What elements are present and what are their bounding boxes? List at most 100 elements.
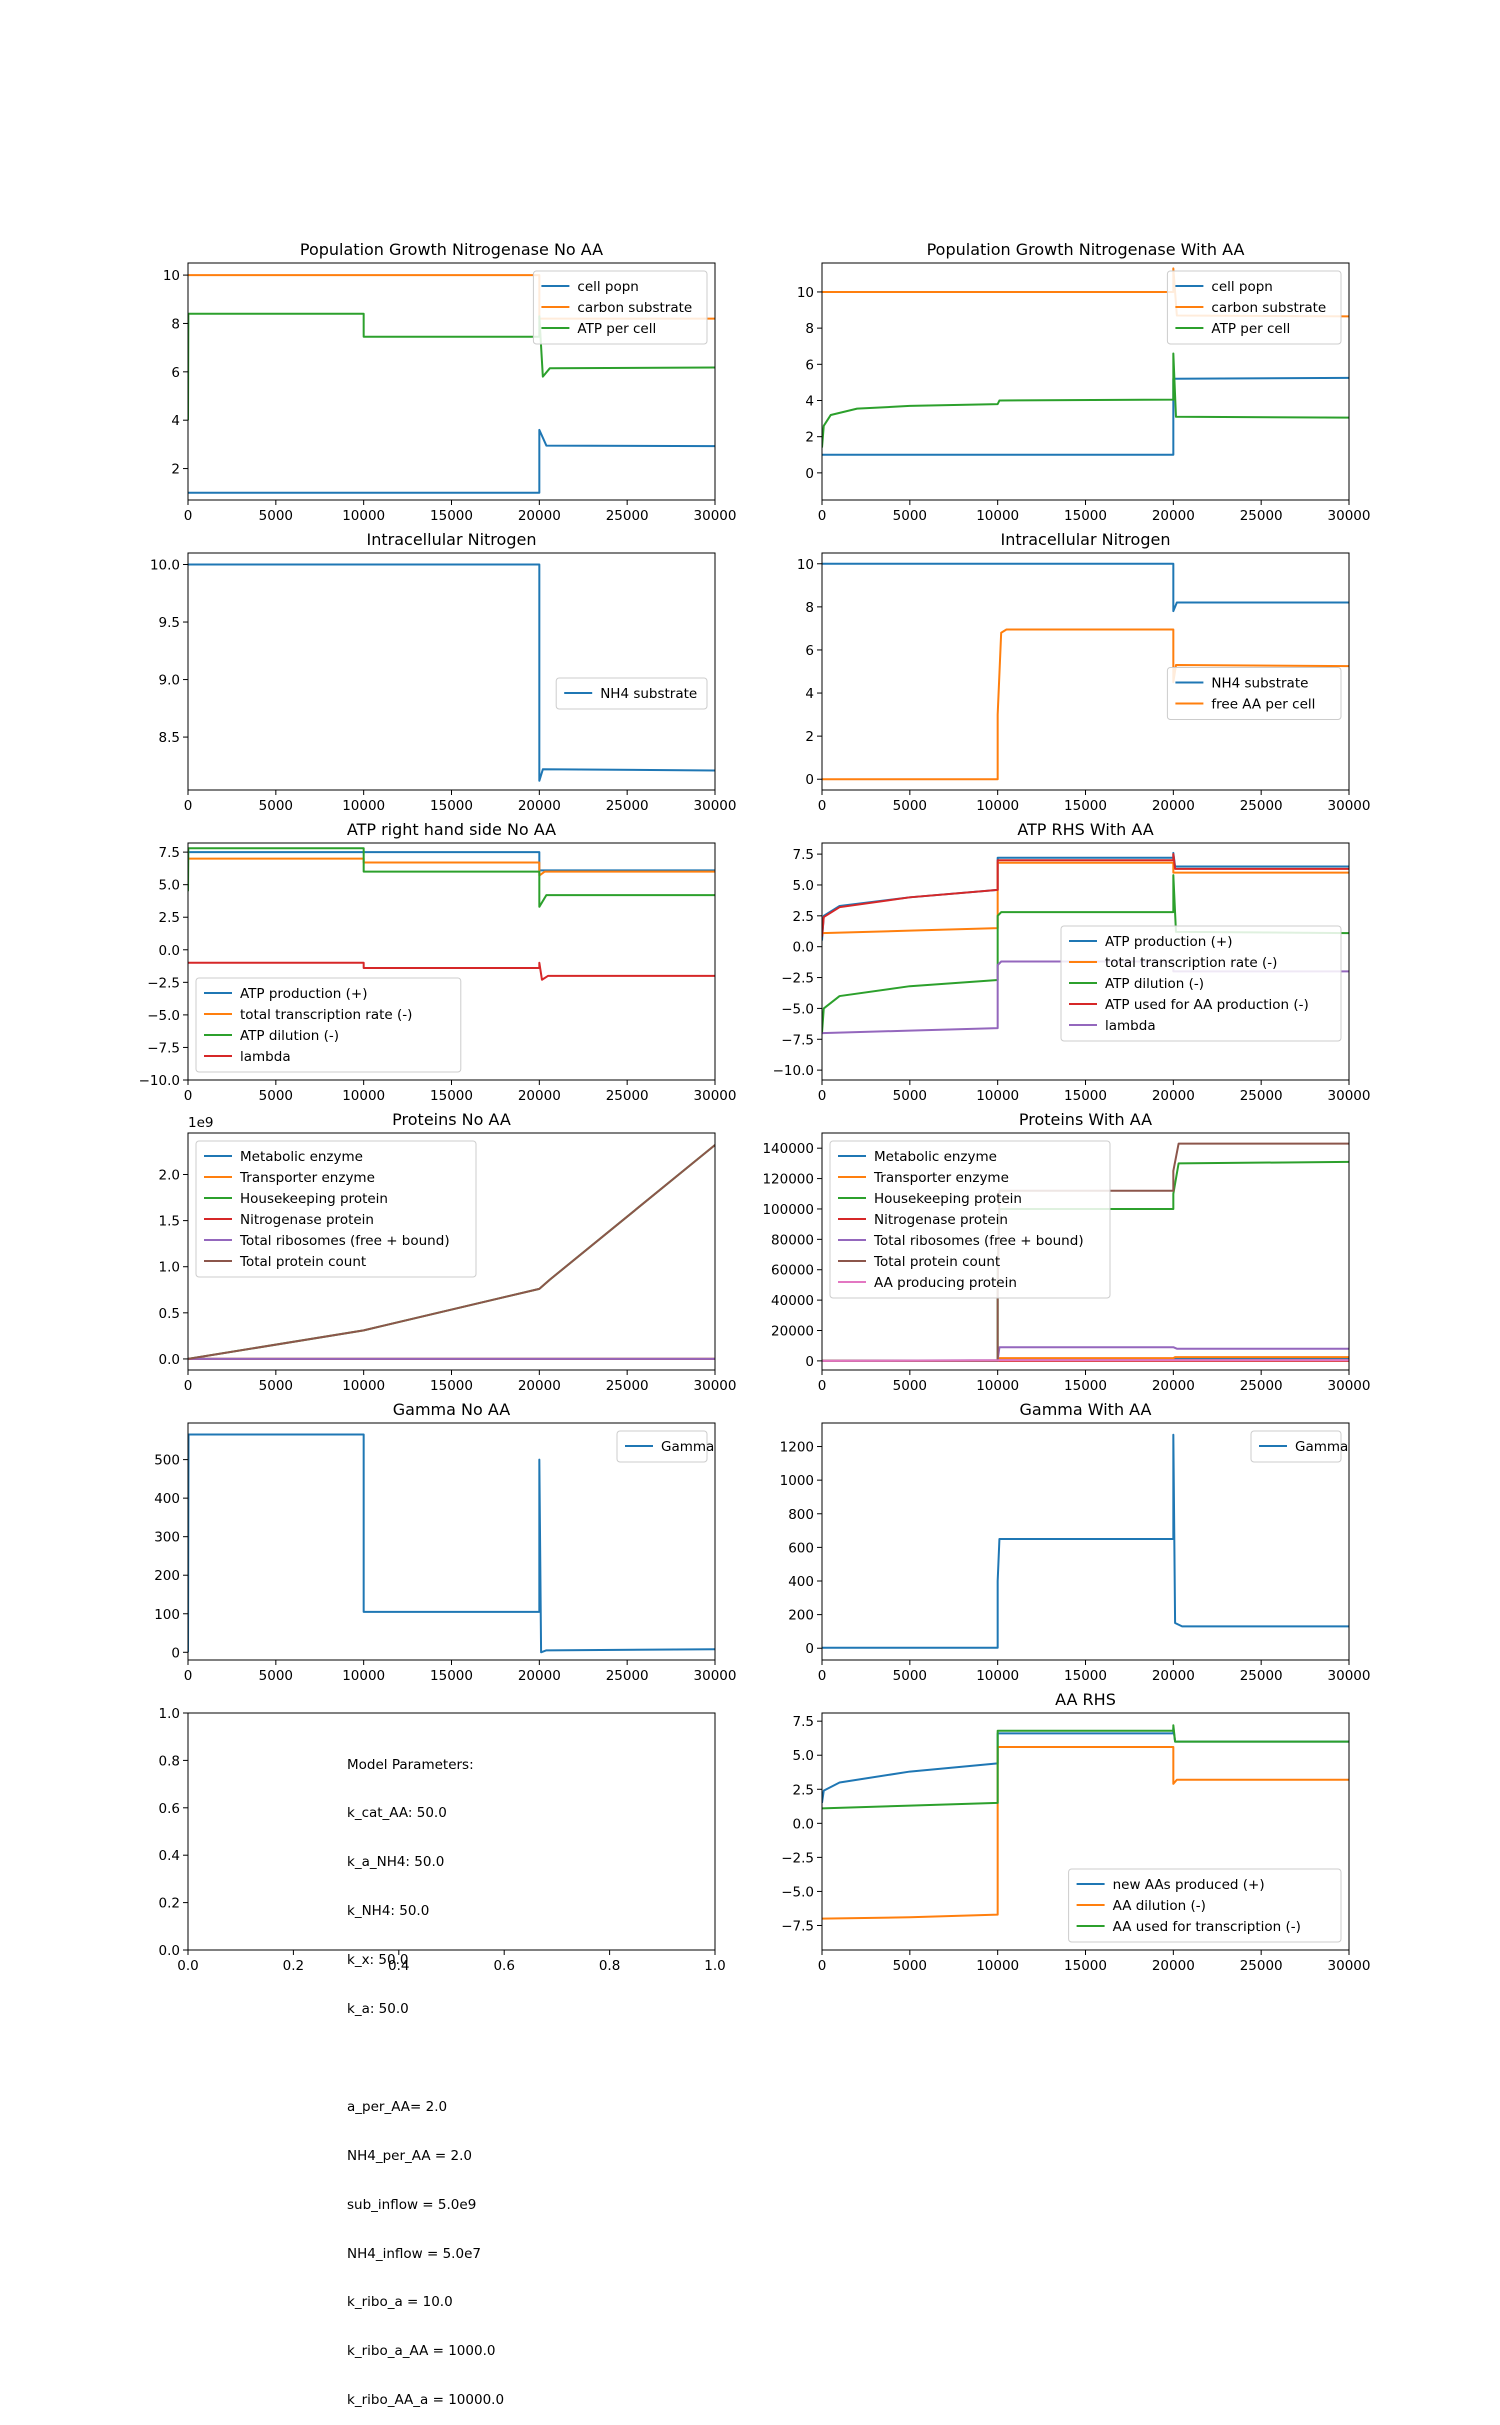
chart-panel: 0 5000 10000 15000 20000 25000 30000 2 4 6 8 10 Popu…	[163, 240, 737, 524]
x-tick-label: 15000	[430, 798, 473, 814]
y-tick-label: 1200	[780, 1440, 814, 1456]
legend-label: ATP production (+)	[240, 986, 368, 1002]
chart-panel: 0 5000 10000 15000 20000 25000 30000 0 200 400 600…	[780, 1400, 1371, 1684]
legend-box	[616, 1430, 708, 1463]
legend-box	[195, 1140, 477, 1278]
x-tick-label: 25000	[606, 1378, 649, 1394]
legend-label: Nitrogenase protein	[240, 1212, 374, 1228]
chart-panel: 0 5000 10000 15000 20000 25000 30000 0 2 4 6 8 10 Pop…	[797, 240, 1371, 524]
chart-panel: 0 5000 10000 15000 20000 25000 30000 0.0 0.5 1.0 1…	[159, 1110, 737, 1394]
y-tick-label: −10.0	[773, 1063, 814, 1079]
x-tick-label: 10000	[342, 1668, 385, 1684]
x-tick-label: 20000	[1152, 798, 1195, 814]
y-tick-label: 400	[154, 1491, 180, 1507]
x-tick-label: 0	[818, 1958, 827, 1974]
legend: Metabolic enzyme Transporter enzyme Housek…	[195, 1140, 477, 1278]
chart-title: ATP RHS With AA	[1017, 820, 1153, 839]
legend-label: carbon substrate	[577, 300, 692, 316]
legend-label: ATP per cell	[1211, 321, 1290, 337]
x-tick-label: 5000	[893, 1378, 927, 1394]
legend-label: AA producing protein	[874, 1275, 1017, 1291]
legend: new AAs produced (+) AA dilution (-) AA us…	[1068, 1868, 1342, 1943]
params-heading: Model Parameters:	[347, 1756, 474, 1773]
y-tick-label: 0.6	[159, 1801, 180, 1817]
y-tick-label: 5.0	[793, 878, 814, 894]
legend-label: total transcription rate (-)	[1105, 955, 1277, 971]
y-tick-label: 7.5	[793, 1714, 814, 1730]
y-tick-label: 0.4	[159, 1848, 180, 1864]
params-line: a_per_AA= 2.0	[347, 2098, 448, 2115]
params-line: k_x: 50.0	[347, 1952, 409, 1969]
x-tick-label: 25000	[606, 1088, 649, 1104]
series-line	[188, 961, 715, 981]
chart-title: Proteins No AA	[392, 1110, 511, 1129]
legend-label: Gamma	[1295, 1439, 1348, 1455]
x-tick-label: 25000	[1240, 798, 1283, 814]
y-tick-label: 0.0	[793, 940, 814, 956]
legend-label: Housekeeping protein	[874, 1191, 1022, 1207]
legend-label: Total protein count	[873, 1254, 1000, 1270]
legend-label: ATP dilution (-)	[240, 1028, 339, 1044]
axes-frame	[187, 1712, 716, 1951]
y-tick-label: 0	[805, 1641, 814, 1657]
legend-label: Total protein count	[239, 1254, 366, 1270]
legend: NH4 substrate free AA per cell	[1166, 667, 1342, 720]
legend-box	[1250, 1430, 1342, 1463]
legend-label: Transporter enzyme	[239, 1170, 375, 1186]
x-tick-label: 5000	[259, 508, 293, 524]
y-tick-label: 200	[154, 1568, 180, 1584]
chart-title: Proteins With AA	[1019, 1110, 1152, 1129]
x-tick-label: 30000	[1328, 1088, 1371, 1104]
y-tick-label: −7.5	[781, 1918, 814, 1934]
legend-label: Gamma	[661, 1439, 714, 1455]
x-tick-label: 25000	[606, 798, 649, 814]
y-tick-label: 2	[805, 430, 814, 446]
y-tick-label: 2.5	[793, 1782, 814, 1798]
y-tick-label: 8	[805, 600, 814, 616]
legend-label: Metabolic enzyme	[874, 1149, 997, 1165]
y-tick-label: 0.0	[159, 943, 180, 959]
legend: ATP production (+) total transcription ra…	[195, 977, 462, 1073]
y-tick-label: 500	[154, 1453, 180, 1469]
y-tick-label: 6	[805, 357, 814, 373]
legend-box	[1166, 270, 1342, 345]
x-tick-label: 0.2	[283, 1958, 304, 1974]
y-tick-label: −7.5	[781, 1032, 814, 1048]
chart-title: Population Growth Nitrogenase No AA	[300, 240, 603, 259]
x-tick-label: 30000	[1328, 1958, 1371, 1974]
x-tick-label: 10000	[342, 798, 385, 814]
y-tick-label: −7.5	[147, 1040, 180, 1056]
y-tick-label: 80000	[771, 1232, 814, 1248]
chart-title: AA RHS	[1055, 1690, 1116, 1709]
chart-panel: 0 5000 10000 15000 20000 25000 30000 0 2 4 6 8 10 Int…	[797, 530, 1371, 814]
chart-title: Gamma No AA	[393, 1400, 511, 1419]
x-tick-label: 20000	[1152, 1958, 1195, 1974]
y-tick-label: −2.5	[781, 971, 814, 987]
x-tick-label: 30000	[1328, 1668, 1371, 1684]
legend: ATP production (+) total transcription ra…	[1060, 925, 1342, 1042]
chart-panel: 0 5000 10000 15000 20000 25000 30000 8.5 9.0 9.5 1…	[150, 530, 737, 814]
x-tick-label: 10000	[976, 508, 1019, 524]
model-parameters-text: Model Parameters: k_cat_AA: 50.0 k_a_NH4…	[347, 1724, 504, 2425]
chart-panel: 0 5000 10000 15000 20000 25000 30000 −10.0 −7.5 −…	[773, 820, 1371, 1104]
params-line: k_ribo_AA_a = 10000.0	[347, 2392, 505, 2409]
legend-box	[1166, 667, 1342, 720]
y-tick-label: 10	[797, 557, 814, 573]
legend-label: NH4 substrate	[1211, 676, 1308, 692]
x-tick-label: 15000	[430, 1378, 473, 1394]
x-tick-label: 5000	[893, 798, 927, 814]
params-line: NH4_inflow = 5.0e7	[347, 2245, 481, 2262]
params-line: k_NH4: 50.0	[347, 1903, 430, 1920]
y-tick-label: 0.2	[159, 1896, 180, 1912]
x-tick-label: 20000	[518, 798, 561, 814]
x-tick-label: 15000	[1064, 1378, 1107, 1394]
chart-panel: 0 5000 10000 15000 20000 25000 30000 0 20000 4000…	[762, 1110, 1370, 1394]
y-tick-label: 8.5	[159, 730, 180, 746]
y-tick-label: 8	[171, 316, 180, 332]
x-tick-label: 15000	[1064, 1958, 1107, 1974]
x-tick-label: 20000	[1152, 1668, 1195, 1684]
y-tick-label: 2	[171, 462, 180, 478]
y-tick-label: 600	[788, 1540, 814, 1556]
x-tick-label: 15000	[1064, 1668, 1107, 1684]
y-tick-label: 6	[805, 643, 814, 659]
